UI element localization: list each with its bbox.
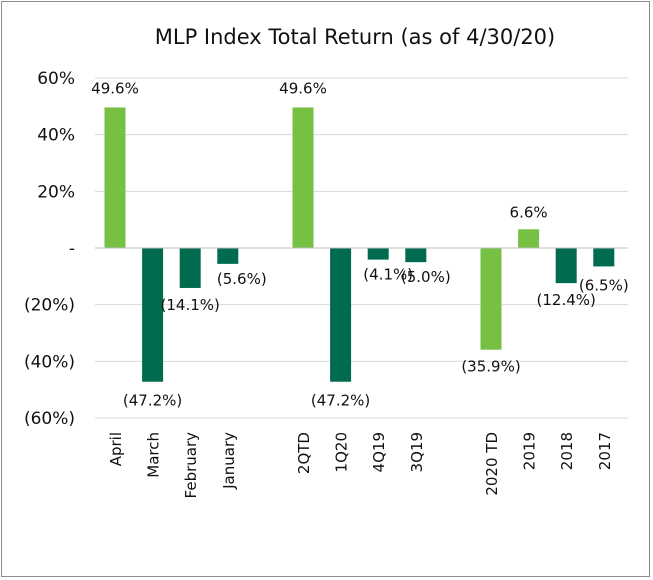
x-category-label: 2020 TD: [483, 432, 501, 496]
chart-title: MLP Index Total Return (as of 4/30/20): [155, 25, 555, 49]
bar: [217, 248, 239, 264]
bar: [142, 248, 164, 382]
data-label: (14.1%): [161, 296, 220, 314]
x-category-label: March: [145, 432, 163, 478]
y-tick-label: 20%: [37, 182, 75, 202]
bar: [555, 248, 577, 284]
x-category-label: 2017: [596, 432, 614, 470]
data-label: (5.6%): [217, 270, 267, 288]
data-label: (6.5%): [579, 276, 629, 294]
x-category-label: 1Q20: [333, 432, 351, 472]
y-tick-label: 40%: [37, 126, 75, 146]
x-category-label: 2018: [558, 432, 576, 470]
x-axis-category-labels: April March February January 2QTD 1Q20 4Q19 3Q1…: [107, 432, 614, 499]
data-label: (47.2%): [123, 392, 182, 410]
bar: [292, 107, 314, 248]
data-label: (12.4%): [537, 291, 596, 309]
data-label: (35.9%): [461, 358, 520, 376]
x-category-label: 4Q19: [370, 432, 388, 472]
data-label: (47.2%): [311, 392, 370, 410]
bar: [480, 248, 502, 350]
y-tick-label: -: [69, 239, 75, 259]
bar: [330, 248, 352, 382]
x-category-label: January: [220, 432, 238, 490]
bar: [104, 107, 126, 248]
y-tick-label: (40%): [24, 352, 75, 372]
bar: [179, 248, 201, 288]
data-label: (4.1%): [363, 266, 413, 284]
bar: [405, 248, 427, 263]
y-axis-tick-labels: 60% 40% 20% - (20%) (40%) (60%): [24, 69, 75, 429]
bar: [518, 229, 540, 248]
data-labels: 49.6% (47.2%) (14.1%) (5.6%) 49.6% (47.2%) (4.…: [91, 79, 629, 409]
bar: [367, 248, 389, 260]
data-label: 49.6%: [279, 79, 327, 97]
x-category-label: 2019: [521, 432, 539, 470]
x-category-label: April: [107, 432, 125, 466]
x-category-label: February: [182, 432, 200, 499]
y-tick-label: (60%): [24, 409, 75, 429]
x-category-label: 3Q19: [408, 432, 426, 472]
x-category-label: 2QTD: [295, 432, 313, 474]
bars: [104, 107, 615, 382]
grid-lines: [95, 77, 628, 419]
y-tick-label: 60%: [37, 69, 75, 89]
data-label: 6.6%: [510, 203, 548, 221]
data-label: 49.6%: [91, 79, 139, 97]
data-label: (5.0%): [401, 268, 451, 286]
y-tick-label: (20%): [24, 296, 75, 316]
bar: [593, 248, 615, 267]
